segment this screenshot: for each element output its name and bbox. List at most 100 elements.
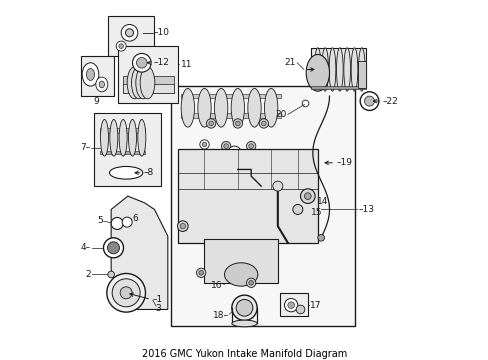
Ellipse shape bbox=[122, 217, 132, 227]
Text: 4–: 4– bbox=[81, 243, 91, 252]
Ellipse shape bbox=[343, 48, 350, 91]
Text: 21: 21 bbox=[284, 58, 296, 67]
Ellipse shape bbox=[247, 89, 261, 127]
Ellipse shape bbox=[224, 263, 257, 286]
Text: –10: –10 bbox=[154, 28, 169, 37]
Bar bbox=[310, 48, 366, 88]
Bar bbox=[357, 61, 366, 88]
Ellipse shape bbox=[96, 77, 107, 92]
Circle shape bbox=[208, 121, 213, 126]
Bar bbox=[221, 156, 251, 170]
Ellipse shape bbox=[202, 142, 206, 147]
Circle shape bbox=[120, 287, 132, 299]
Bar bbox=[122, 85, 174, 93]
Ellipse shape bbox=[109, 166, 142, 179]
Ellipse shape bbox=[107, 242, 119, 254]
Ellipse shape bbox=[360, 92, 378, 111]
Ellipse shape bbox=[231, 89, 244, 127]
Text: –12: –12 bbox=[154, 58, 169, 67]
Text: 14: 14 bbox=[317, 197, 328, 206]
Text: 5: 5 bbox=[97, 216, 102, 225]
Ellipse shape bbox=[121, 24, 138, 41]
Ellipse shape bbox=[125, 29, 133, 37]
Circle shape bbox=[248, 144, 253, 148]
Circle shape bbox=[224, 144, 228, 148]
Ellipse shape bbox=[302, 100, 308, 107]
Bar bbox=[181, 94, 281, 98]
Ellipse shape bbox=[127, 67, 142, 99]
Circle shape bbox=[304, 193, 310, 199]
Ellipse shape bbox=[321, 48, 328, 91]
Bar bbox=[94, 113, 161, 186]
Bar bbox=[171, 86, 354, 326]
Ellipse shape bbox=[82, 63, 99, 86]
Ellipse shape bbox=[328, 48, 335, 91]
Text: –13: –13 bbox=[358, 205, 374, 214]
Bar bbox=[122, 76, 174, 93]
Ellipse shape bbox=[202, 156, 206, 160]
Ellipse shape bbox=[200, 153, 209, 162]
Text: 18–: 18– bbox=[212, 311, 228, 320]
Circle shape bbox=[248, 280, 253, 285]
Ellipse shape bbox=[231, 320, 257, 327]
Bar bbox=[310, 86, 366, 89]
Ellipse shape bbox=[317, 234, 324, 241]
Circle shape bbox=[261, 121, 265, 126]
Ellipse shape bbox=[358, 48, 365, 91]
Ellipse shape bbox=[287, 302, 294, 309]
Text: 16: 16 bbox=[211, 281, 223, 290]
Ellipse shape bbox=[264, 89, 277, 127]
Bar bbox=[204, 239, 277, 283]
Text: 20: 20 bbox=[275, 110, 286, 119]
Ellipse shape bbox=[116, 41, 126, 51]
Ellipse shape bbox=[350, 48, 357, 91]
Ellipse shape bbox=[284, 298, 297, 312]
Bar bbox=[181, 113, 281, 118]
Circle shape bbox=[292, 204, 302, 215]
Circle shape bbox=[106, 274, 145, 312]
Circle shape bbox=[233, 119, 242, 128]
Ellipse shape bbox=[99, 81, 104, 88]
Ellipse shape bbox=[364, 96, 374, 106]
Ellipse shape bbox=[101, 120, 108, 156]
Circle shape bbox=[107, 271, 114, 278]
Ellipse shape bbox=[131, 67, 146, 99]
Circle shape bbox=[221, 141, 230, 151]
Ellipse shape bbox=[110, 120, 118, 156]
Ellipse shape bbox=[214, 89, 227, 127]
Ellipse shape bbox=[136, 58, 147, 68]
Text: –8: –8 bbox=[143, 168, 154, 177]
Bar bbox=[178, 149, 317, 243]
Bar bbox=[101, 128, 145, 133]
Bar bbox=[107, 16, 154, 56]
Bar bbox=[118, 46, 178, 103]
Ellipse shape bbox=[136, 67, 150, 99]
Text: 7–: 7– bbox=[80, 143, 90, 152]
Ellipse shape bbox=[119, 44, 123, 49]
Text: –22: –22 bbox=[382, 96, 398, 105]
Text: 6: 6 bbox=[133, 214, 138, 223]
Circle shape bbox=[259, 119, 268, 128]
Circle shape bbox=[196, 268, 205, 278]
Ellipse shape bbox=[314, 48, 321, 91]
Text: –1: –1 bbox=[152, 295, 162, 304]
Bar bbox=[279, 293, 307, 316]
Circle shape bbox=[206, 119, 215, 128]
Ellipse shape bbox=[336, 48, 343, 91]
Circle shape bbox=[296, 305, 304, 314]
Circle shape bbox=[300, 189, 315, 203]
Circle shape bbox=[199, 270, 203, 275]
Ellipse shape bbox=[181, 89, 194, 127]
Ellipse shape bbox=[272, 181, 282, 191]
Ellipse shape bbox=[231, 295, 257, 320]
Circle shape bbox=[246, 141, 255, 151]
Text: 9: 9 bbox=[93, 97, 99, 106]
Text: –19: –19 bbox=[335, 158, 351, 167]
Ellipse shape bbox=[119, 120, 127, 156]
Text: 17: 17 bbox=[309, 301, 320, 310]
Ellipse shape bbox=[198, 89, 211, 127]
Ellipse shape bbox=[103, 238, 123, 258]
Bar bbox=[101, 151, 145, 154]
Circle shape bbox=[177, 221, 188, 231]
Ellipse shape bbox=[128, 120, 136, 156]
